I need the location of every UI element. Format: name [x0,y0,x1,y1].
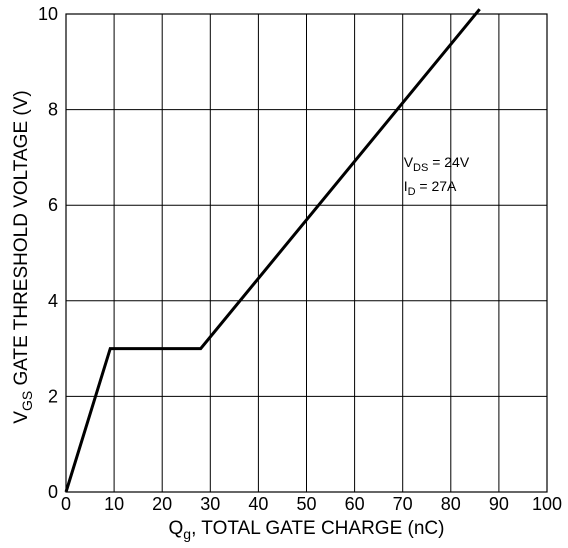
annotation-vds-sub: DS [413,162,428,174]
grid-layer [65,13,548,493]
y-tick-label: 0 [48,482,58,502]
x-tick-label: 10 [104,494,124,514]
y-tick-label: 2 [48,386,58,406]
annotation-id-rest: = 27A [416,178,458,194]
x-tick-label: 80 [441,494,461,514]
annotation-id: ID = 27A [404,178,457,198]
y-axis-title-rest: GATE THRESHOLD VOLTAGE (V) [11,90,32,391]
x-tick-label: 60 [345,494,365,514]
y-tick-label: 6 [48,195,58,215]
series-layer [64,8,481,493]
x-tick-label: 40 [248,494,268,514]
y-tick-label: 8 [48,100,58,120]
y-tick-label: 4 [48,291,58,311]
x-tick-label: 90 [489,494,509,514]
x-axis-title-rest: , TOTAL GATE CHARGE (nC) [191,518,444,539]
annotation-vds-main: V [404,154,414,170]
y-axis-title: VGS GATE THRESHOLD VOLTAGE (V) [11,90,35,423]
x-tick-label: 70 [393,494,413,514]
annotation-vds-rest: = 24V [428,154,470,170]
annotation-id-sub: D [408,186,416,198]
annotation-id-main: I [404,178,408,194]
x-tick-label: 20 [152,494,172,514]
y-tick-label: 10 [38,4,58,24]
x-tick-label: 100 [532,494,562,514]
x-tick-label: 0 [61,494,71,514]
y-axis-title-sub: GS [19,391,35,411]
x-tick-label: 50 [296,494,316,514]
x-tick-labels: 0 10 20 30 40 50 60 70 80 90 100 [61,494,562,514]
x-tick-label: 30 [200,494,220,514]
y-axis-title-main: V [11,411,32,424]
annotation-vds: VDS = 24V [404,154,470,174]
plot-frame [65,13,548,493]
gate-charge-curve [64,8,481,493]
x-axis-title-sub: g [183,526,191,542]
x-axis-title-main: Q [169,518,184,539]
y-tick-labels: 0 2 4 6 8 10 [38,4,58,502]
x-axis-title: Qg, TOTAL GATE CHARGE (nC) [169,518,445,542]
